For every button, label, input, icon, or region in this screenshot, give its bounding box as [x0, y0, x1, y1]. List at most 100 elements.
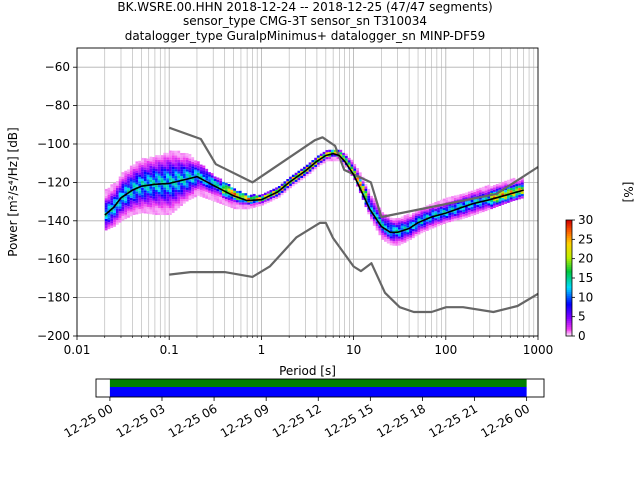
heatmap-cell: [451, 203, 454, 206]
heatmap-cell: [121, 218, 125, 221]
heatmap-cell: [344, 165, 348, 168]
heatmap-cell: [129, 167, 133, 171]
heatmap-cell: [127, 171, 130, 174]
heatmap-cell: [115, 194, 119, 198]
heatmap-cell: [417, 211, 421, 214]
heatmap-cell: [166, 164, 169, 167]
heatmap-cell: [194, 160, 197, 163]
heatmap-cell: [403, 219, 407, 223]
heatmap-cell: [392, 243, 396, 246]
heatmap-cell: [384, 218, 387, 222]
heatmap-cell: [308, 164, 312, 168]
heatmap-cell: [129, 200, 133, 203]
heatmap-cell: [272, 188, 276, 192]
heatmap-cell: [370, 207, 373, 210]
heatmap-cell: [107, 190, 111, 193]
y-tick-label: −60: [45, 60, 70, 74]
colorbar-segment: [566, 245, 572, 248]
heatmap-cell: [222, 191, 225, 194]
heatmap-cell: [188, 186, 192, 189]
heatmap-cell: [249, 196, 253, 200]
heatmap-cell: [411, 219, 415, 223]
heatmap-cell: [107, 208, 111, 211]
heatmap-cell: [372, 205, 376, 208]
heatmap-cell: [174, 169, 178, 172]
heatmap-cell: [372, 212, 376, 215]
heatmap-cell: [166, 198, 169, 202]
heatmap-cell: [152, 184, 156, 188]
heatmap-cell: [152, 175, 156, 178]
heatmap-cell: [107, 194, 111, 197]
heatmap-cell: [353, 163, 357, 167]
heatmap-cell: [141, 210, 144, 214]
heatmap-cell: [291, 174, 295, 178]
heatmap-cell: [110, 191, 114, 194]
heatmap-cell: [504, 190, 507, 193]
heatmap-cell: [155, 201, 158, 204]
heatmap-cell: [222, 202, 225, 205]
heatmap-cell: [132, 178, 136, 181]
heatmap-cell: [143, 165, 147, 168]
heatmap-cell: [174, 192, 178, 195]
heatmap-cell: [314, 160, 318, 163]
heatmap-cell: [171, 169, 175, 172]
heatmap-cell: [470, 206, 474, 210]
heatmap-cell: [479, 210, 482, 214]
heatmap-cell: [188, 179, 192, 182]
heatmap-cell: [423, 220, 426, 223]
heatmap-cell: [459, 205, 463, 208]
heatmap-cell: [403, 222, 407, 225]
heatmap-cell: [328, 154, 331, 157]
heatmap-cell: [124, 200, 128, 204]
heatmap-cell: [113, 201, 116, 204]
heatmap-cell: [118, 213, 122, 216]
heatmap-cell: [442, 221, 446, 224]
heatmap-cell: [459, 201, 463, 204]
heatmap-cell: [174, 189, 178, 193]
heatmap-cell: [113, 187, 116, 190]
heatmap-cell: [434, 225, 438, 228]
heatmap-cell: [191, 161, 195, 165]
heatmap-cell: [113, 196, 116, 200]
heatmap-cell: [378, 232, 382, 236]
heatmap-cell: [456, 215, 460, 218]
heatmap-cell: [138, 176, 142, 180]
heatmap-cell: [476, 200, 480, 203]
heatmap-cell: [445, 204, 449, 207]
heatmap-cell: [425, 214, 429, 218]
heatmap-cell: [437, 210, 440, 213]
heatmap-cell: [409, 228, 412, 231]
heatmap-cell: [188, 181, 192, 184]
heatmap-cell: [121, 192, 125, 196]
heatmap-cell: [208, 172, 211, 175]
heatmap-cell: [110, 198, 114, 201]
heatmap-cell: [476, 207, 480, 210]
heatmap-cell: [372, 216, 376, 219]
heatmap-cell: [143, 206, 147, 209]
heatmap-cell: [149, 156, 153, 159]
heatmap-cell: [518, 180, 521, 184]
heatmap-cell: [439, 211, 443, 214]
heatmap-cell: [294, 172, 298, 176]
heatmap-cell: [163, 187, 167, 190]
heatmap-cell: [160, 194, 164, 197]
heatmap-cell: [188, 170, 192, 173]
heatmap-cell: [392, 225, 396, 228]
heatmap-cell: [110, 214, 114, 217]
x-tick-label: 100: [434, 343, 457, 357]
heatmap-cell: [350, 164, 354, 167]
heatmap-cell: [163, 178, 167, 181]
x-tick-label: 0.1: [160, 343, 179, 357]
heatmap-cell: [330, 158, 334, 162]
heatmap-cell: [168, 157, 172, 160]
heatmap-cell: [132, 208, 136, 211]
heatmap-cell: [386, 220, 390, 223]
heatmap-cell: [227, 186, 231, 189]
heatmap-cell: [163, 189, 167, 192]
timeline-frame: [95, 378, 545, 398]
heatmap-cell: [238, 193, 242, 196]
heatmap-cell: [448, 199, 452, 202]
heatmap-cell: [210, 177, 214, 181]
heatmap-cell: [152, 205, 156, 208]
heatmap-cell: [146, 167, 150, 171]
